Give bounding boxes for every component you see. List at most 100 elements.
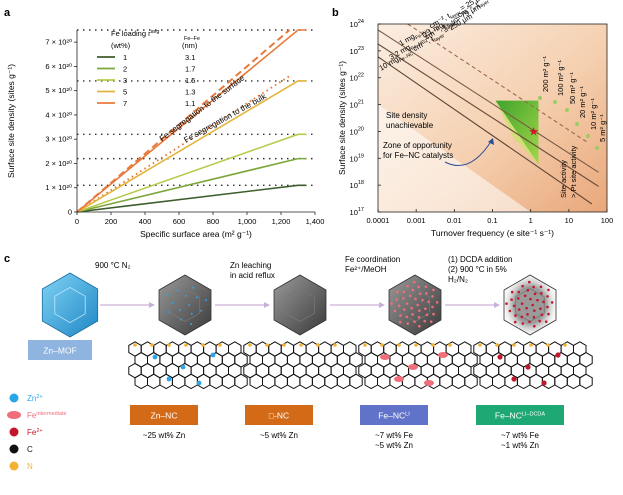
zone-of-opportunity [495,100,539,165]
material-label-1: Zn–NC [151,411,178,421]
material-label-0: Zn–MOF [43,346,77,356]
fe-site-dot [429,320,433,323]
legend-r-3: 1.5 [185,76,195,85]
lattice-n [529,343,533,347]
lattice-fe2 [541,380,547,386]
legend-r-1: 3.1 [185,53,195,62]
lattice-fe2 [511,376,517,382]
fe-site-dot [425,313,429,317]
fe-site-dot [520,315,524,319]
fe-site-dot [533,292,537,296]
fe-site-dot [531,303,534,307]
lattice-vac [243,341,363,390]
lattice-n [282,343,286,347]
zn-site-dot [180,318,183,321]
x-axis-label: Turnover frequency (e site⁻¹ s⁻¹) [431,228,554,238]
lattice-n [133,343,137,347]
fe-site-dot [421,298,424,302]
fe-site-dot [547,288,550,292]
lattice-hex [504,373,518,390]
composition-4-0: ~7 wt% Fe [501,431,540,440]
particle-2 [273,274,327,336]
y-axis-label: Surface site density (sites g⁻¹) [6,64,16,178]
particle-facet-1 [170,288,200,322]
lattice-hex [451,373,466,390]
y-tick-label: 1020 [350,126,364,136]
lattice-zn [196,380,202,386]
fe-site-dot [533,324,536,328]
particle-0 [41,272,99,338]
fe-site-dot [416,303,419,307]
y-tick-label: 0 [68,208,72,217]
segregation-surface-line [76,29,291,213]
lattice-hex [336,373,351,390]
series-line-2 [76,157,307,213]
particle-facet-0 [54,286,86,324]
composition-2-0: ~5 wt% Zn [260,431,298,440]
panel-a-label: a [4,7,11,19]
lattice-hex [364,373,378,390]
lattice-n [218,343,222,347]
fe-site-dot [406,284,409,288]
fe-site-dot [544,320,548,323]
fe-site-dot [536,298,539,302]
material-box-2 [245,405,313,425]
fe-site-dot [405,315,409,319]
x-tick-label: 1,400 [306,217,325,226]
lattice-n [167,343,171,347]
lattice-hex [134,373,148,390]
lattice-hex [529,373,543,390]
legend-unit-r: (nm) [182,41,198,50]
series-line-3 [76,133,307,213]
fe-site-dot [435,301,439,304]
x-tick-label: 0.0001 [367,216,390,225]
x-tick-label: 1 [529,216,533,225]
surface-area-label-5: 5 m² g⁻¹ [598,114,607,142]
particle-facet-2 [285,288,315,322]
lattice-n [546,343,550,347]
lattice-n [448,343,452,347]
surface-area-label-3: 20 m² g⁻¹ [578,86,587,118]
particle-4 [503,274,557,336]
y-tick-label: 1023 [350,46,364,56]
x-tick-label: 400 [139,217,152,226]
legend-loading-7: 7 [123,99,127,108]
lattice-hex [324,373,338,390]
lattice-zn [166,376,172,382]
material-box-0 [28,340,92,360]
fe-site-dot [546,305,549,309]
surface-area-dot [538,96,542,100]
fe-site-dot [542,300,545,304]
step-label-1: Zn leaching [230,261,271,270]
fe-site-dot [411,313,414,316]
particle-1 [158,274,212,336]
surface-area-dot [586,134,590,138]
fe-site-dot [526,313,529,316]
fe-site-dot [406,322,410,325]
lattice-hex [401,373,416,390]
material-label-3: Fe–NCLI [378,411,410,421]
fe-site-dot [427,300,430,304]
fe-site-dot [525,306,528,310]
legend-r-5: 1.3 [185,88,195,97]
fe-site-dot [417,315,421,319]
y-tick-label: 2 × 10²⁰ [45,159,72,168]
y-tick-label: 1021 [350,100,364,110]
legend-marker-2 [9,427,19,437]
x-tick-label: 100 [601,216,614,225]
fe-site-dot [526,288,530,292]
segregation-bulk-line [76,75,291,213]
fe-site-dot [417,285,420,289]
zn-site-dot [205,299,208,302]
surface-area-label-0: 200 m² g⁻¹ [541,55,550,92]
lattice-fe-int [358,341,478,390]
fe-site-dot [517,290,521,294]
process-arrowhead [494,302,500,308]
fe-site-dot [540,313,544,317]
surface-area-dot [553,100,557,104]
fe-site-dot [512,304,516,308]
lattice-hex [579,373,593,390]
step-label-2-2: Fe²⁺/MeOH [345,265,387,274]
